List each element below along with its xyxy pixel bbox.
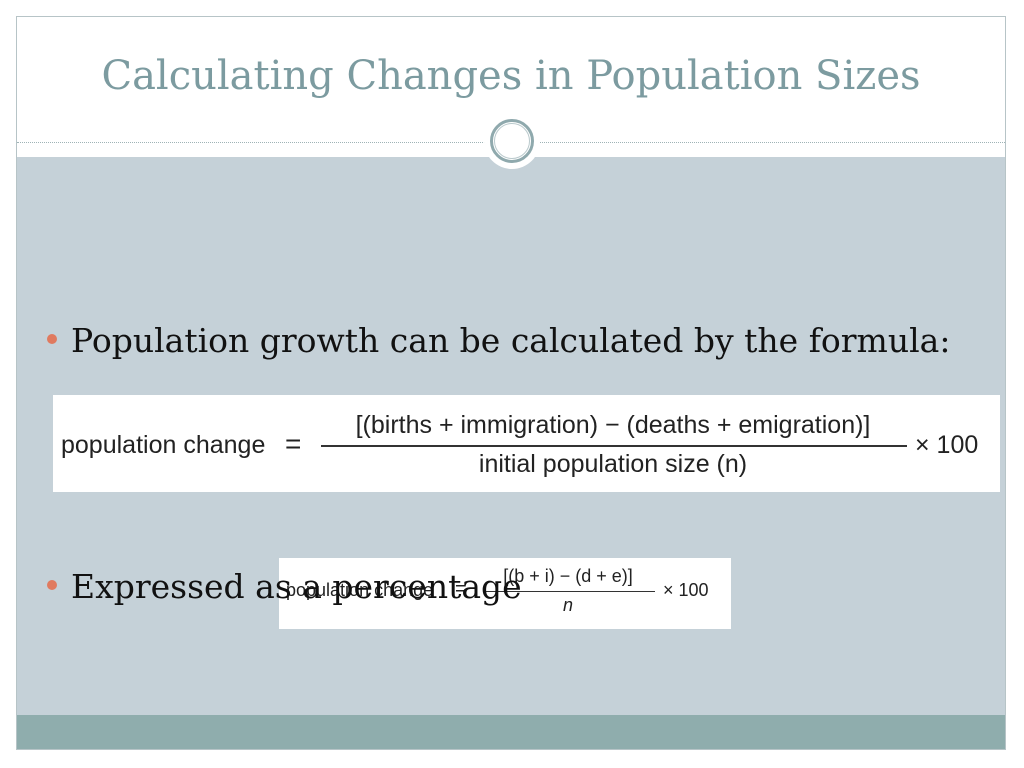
formula-short-equals: = bbox=[455, 578, 467, 600]
formula-short-multiplier: × 100 bbox=[663, 580, 709, 600]
slide: Calculating Changes in Population Sizes … bbox=[16, 16, 1006, 750]
bullet-item-1: Population growth can be calculated by t… bbox=[47, 321, 950, 360]
bullet-text-1: Population growth can be calculated by t… bbox=[71, 321, 951, 360]
bullet-item-2: Expressed as a percentage bbox=[47, 567, 522, 606]
formula-full-numerator: [(births + immigration) − (deaths + emig… bbox=[355, 411, 871, 439]
formula-full-image: population change = [(births + immigrati… bbox=[53, 395, 1000, 492]
formula-full-multiplier: × 100 bbox=[915, 431, 979, 459]
bullet-dot-icon bbox=[47, 580, 57, 590]
formula-short-lhs: population change bbox=[286, 580, 434, 600]
formula-short-denominator: n bbox=[562, 595, 573, 615]
circle-ornament-icon bbox=[484, 113, 540, 169]
slide-title: Calculating Changes in Population Sizes bbox=[101, 53, 921, 99]
formula-full-denominator: initial population size (n) bbox=[478, 450, 748, 478]
formula-full-equals: = bbox=[285, 428, 302, 459]
circle-ornament-inner bbox=[494, 123, 530, 159]
formula-full-lhs: population change bbox=[61, 431, 266, 459]
formula-short-image: population change = [(b + i) − (d + e)] … bbox=[279, 558, 731, 629]
bullet-text-2: Expressed as a percentage bbox=[71, 567, 522, 606]
formula-full-fraction-bar bbox=[321, 445, 907, 447]
formula-short-fraction-bar bbox=[483, 591, 655, 592]
content-area: Population growth can be calculated by t… bbox=[17, 157, 1005, 715]
footer-bar bbox=[17, 715, 1005, 749]
circle-ornament-ring bbox=[490, 119, 534, 163]
bullet-dot-icon bbox=[47, 334, 57, 344]
formula-short-numerator: [(b + i) − (d + e)] bbox=[503, 566, 633, 586]
